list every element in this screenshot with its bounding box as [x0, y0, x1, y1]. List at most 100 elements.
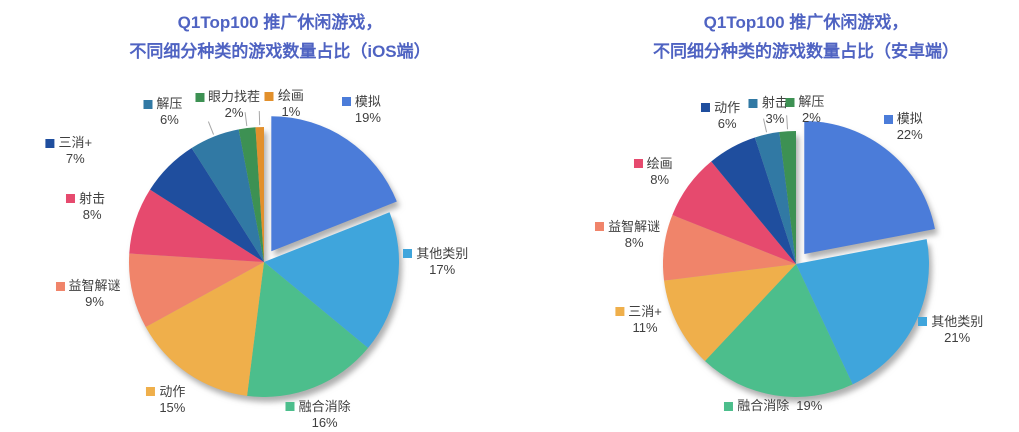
slice-name-android-8: 解压 — [798, 94, 825, 110]
slice-name-ios-3: 动作 — [159, 383, 186, 399]
slice-name-ios-9: 绘画 — [277, 88, 304, 104]
legend-square-android-绘画 — [633, 159, 643, 169]
pie-slice-android-融合消除 — [704, 264, 853, 397]
pie-slice-ios-其他类别 — [264, 212, 399, 349]
label-leader-lines-android — [763, 115, 789, 133]
pie-slice-ios-解压 — [191, 129, 264, 262]
slice-name-ios-2: 融合消除 — [298, 398, 351, 414]
slice-percent-android-5: 8% — [650, 171, 670, 187]
slice-percent-ios-4: 9% — [85, 294, 104, 310]
legend-square-android-其他类别 — [918, 317, 928, 327]
pie-slice-android-射击 — [754, 132, 796, 264]
pie-label-ios-解压: 解压 6% — [143, 96, 182, 128]
slice-name-ios-0: 模拟 — [354, 93, 381, 109]
pie-android — [663, 115, 935, 397]
legend-square-android-模拟 — [883, 114, 893, 124]
legend-square-android-解压 — [785, 97, 795, 107]
slice-percent-android-8: 2% — [801, 110, 821, 126]
pie-slice-android-其他类别 — [796, 239, 929, 385]
legend-square-ios-射击 — [66, 194, 76, 204]
legend-square-ios-解压 — [143, 99, 153, 109]
slice-percent-ios-9: 1% — [281, 104, 301, 120]
legend-square-ios-其他类别 — [403, 249, 413, 259]
chart-title-ios: Q1Top100 推广休闲游戏， 不同细分种类的游戏数量占比（iOS端） — [30, 8, 530, 66]
pie-slice-ios-绘画 — [255, 127, 264, 262]
slice-name-android-7: 射击 — [761, 95, 788, 111]
slice-percent-android-3: 11% — [632, 319, 658, 335]
pie-slice-ios-模拟 — [271, 116, 397, 252]
pie-label-ios-益智解谜: 益智解谜 9% — [55, 278, 121, 310]
pie-slice-ios-动作 — [145, 262, 264, 396]
slice-percent-ios-2: 16% — [311, 414, 338, 430]
slice-name-ios-6: 三消+ — [58, 135, 93, 151]
legend-square-ios-眼力找茬 — [195, 92, 205, 102]
pie-label-ios-融合消除: 融合消除 16% — [285, 398, 351, 431]
chart-title-android: Q1Top100 推广休闲游戏， 不同细分种类的游戏数量占比（安卓端） — [556, 8, 1019, 66]
chart-title-android-line2: 不同细分种类的游戏数量占比（安卓端） — [653, 42, 959, 61]
pie-label-android-益智解谜: 益智解谜 8% — [595, 219, 660, 251]
pie-slice-ios-益智解谜 — [128, 253, 264, 328]
pie-label-ios-眼力找茬: 眼力找茬 2% — [195, 89, 260, 121]
slice-percent-ios-5: 8% — [82, 206, 102, 222]
pie-label-ios-射击: 射击 8% — [66, 191, 105, 223]
slice-percent-android-7: 3% — [765, 111, 785, 127]
legend-square-android-动作 — [701, 103, 711, 113]
slice-percent-ios-6: 7% — [65, 151, 85, 167]
legend-square-ios-融合消除 — [285, 402, 295, 412]
chart-title-ios-line1: Q1Top100 推广休闲游戏， — [177, 13, 383, 32]
pie-label-ios-三消+: 三消+ 7% — [45, 135, 92, 167]
slice-name-android-5: 绘画 — [646, 155, 673, 171]
pie-slice-ios-眼力找茬 — [238, 127, 264, 262]
pie-slices-android — [663, 120, 935, 397]
label-leader-lines-ios — [207, 111, 261, 135]
leader-line-ios-眼力找茬 — [244, 112, 248, 127]
legend-square-ios-三消+ — [45, 138, 55, 148]
slice-name-ios-8: 眼力找茬 — [208, 89, 261, 105]
slice-percent-ios-1: 17% — [429, 261, 456, 277]
slice-percent-android-0: 22% — [896, 127, 923, 143]
slice-percent-android-6: 6% — [717, 115, 737, 131]
pie-slice-ios-三消+ — [150, 148, 264, 262]
slice-name-ios-4: 益智解谜 — [68, 278, 121, 294]
slice-percent-android-4: 8% — [624, 234, 644, 250]
leader-line-ios-解压 — [207, 121, 215, 135]
slice-name-android-4: 益智解谜 — [608, 218, 661, 234]
slice-percent-ios-8: 2% — [224, 105, 244, 121]
slice-percent-android-2: 19% — [796, 398, 823, 414]
pie-slice-ios-射击 — [129, 189, 264, 262]
slice-name-android-2: 融合消除 — [737, 398, 790, 414]
leader-line-android-解压 — [786, 115, 789, 130]
slice-name-android-3: 三消+ — [628, 303, 662, 319]
pie-label-android-三消+: 三消+ 11% — [615, 304, 662, 336]
pie-slice-android-三消+ — [664, 264, 796, 361]
pie-label-ios-绘画: 绘画 1% — [264, 88, 304, 120]
slice-name-ios-7: 解压 — [156, 96, 183, 112]
pie-label-ios-动作: 动作 15% — [146, 384, 185, 416]
pie-label-android-融合消除: 融合消除 19% — [724, 398, 822, 414]
slice-percent-ios-3: 15% — [159, 399, 186, 415]
pie-label-android-模拟: 模拟 22% — [883, 111, 923, 143]
legend-square-android-射击 — [748, 98, 758, 108]
slice-percent-ios-7: 6% — [159, 112, 179, 128]
chart-title-android-line1: Q1Top100 推广休闲游戏， — [703, 13, 909, 32]
legend-square-ios-动作 — [146, 387, 156, 397]
slice-name-ios-1: 其他类别 — [416, 245, 469, 261]
chart-panel-ios: Q1Top100 推广休闲游戏， 不同细分种类的游戏数量占比（iOS端） 模拟 1… — [45, 13, 468, 431]
pie-label-ios-其他类别: 其他类别 17% — [403, 246, 468, 278]
pie-slice-android-绘画 — [672, 161, 796, 264]
pie-label-android-动作: 动作 6% — [701, 100, 740, 132]
slice-percent-android-1: 21% — [944, 329, 971, 345]
pie-label-android-射击: 射击 3% — [748, 95, 788, 127]
slice-percent-ios-0: 19% — [354, 109, 381, 125]
slice-name-android-6: 动作 — [714, 99, 741, 115]
legend-square-android-三消+ — [615, 307, 625, 317]
pie-slice-android-模拟 — [804, 120, 935, 254]
chart-title-ios-line2: 不同细分种类的游戏数量占比（iOS端） — [129, 42, 431, 61]
slice-name-ios-5: 射击 — [79, 190, 106, 206]
slice-name-android-0: 模拟 — [896, 111, 923, 127]
pie-slices-ios — [128, 116, 399, 397]
pie-label-ios-模拟: 模拟 19% — [341, 93, 381, 126]
pie-slice-android-益智解谜 — [663, 215, 796, 281]
pie-label-android-解压: 解压 2% — [785, 94, 824, 126]
